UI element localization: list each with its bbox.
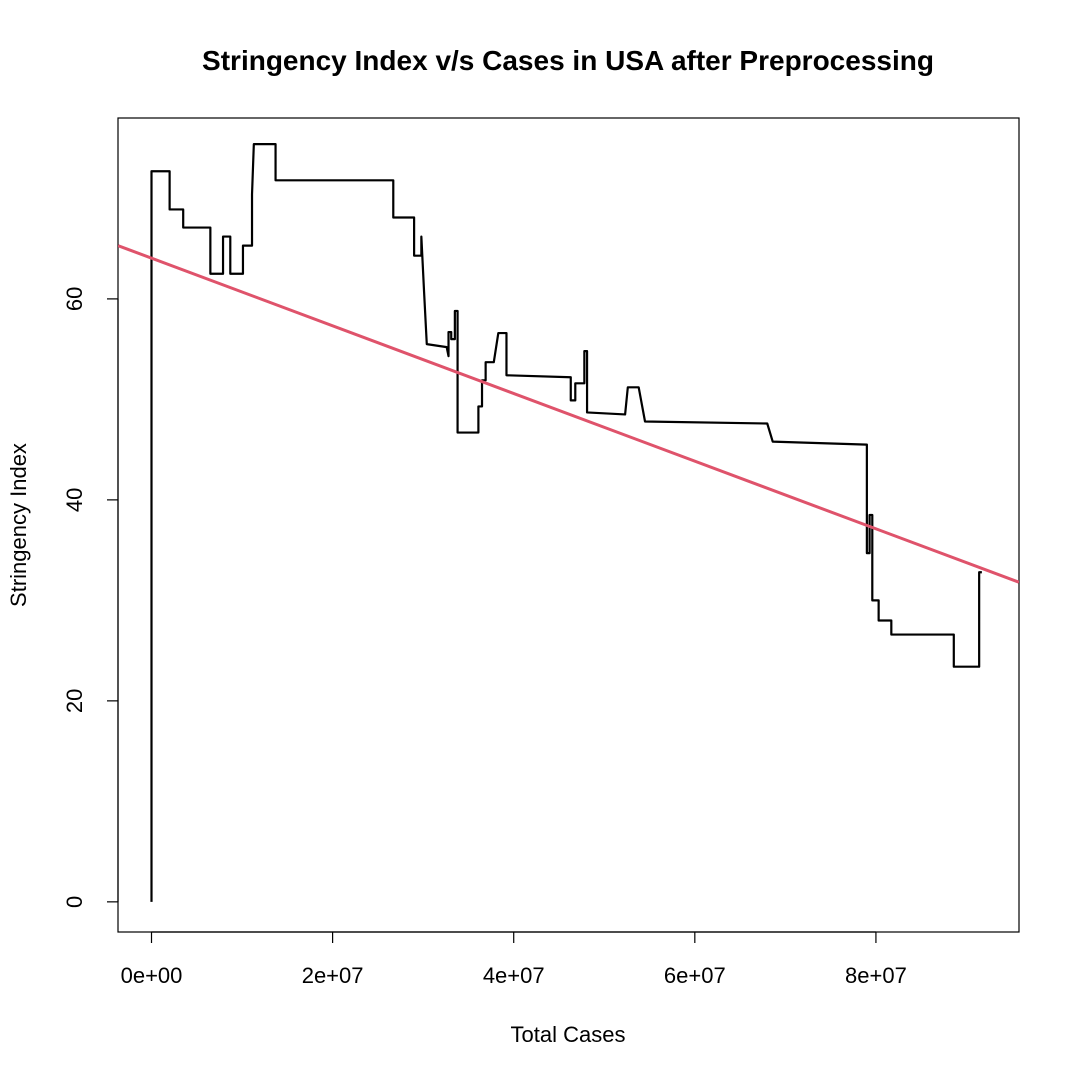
- x-axis-label: Total Cases: [511, 1022, 626, 1047]
- series-line-trend: [118, 244, 1019, 584]
- y-tick-label: 60: [62, 287, 87, 311]
- y-axis: 0 20 40 60: [62, 287, 119, 908]
- x-tick-label: 2e+07: [302, 963, 364, 988]
- series-layer: [118, 143, 1019, 902]
- plot-frame: [117, 117, 1020, 933]
- y-tick-label: 40: [62, 488, 87, 512]
- series-line-stringency: [150, 143, 982, 902]
- x-tick-label: 4e+07: [483, 963, 545, 988]
- y-tick-label: 0: [62, 896, 87, 908]
- y-axis-label: Stringency Index: [6, 443, 31, 607]
- x-tick-label: 6e+07: [664, 963, 726, 988]
- x-tick-label: 8e+07: [845, 963, 907, 988]
- y-tick-label: 20: [62, 689, 87, 713]
- x-tick-label: 0e+00: [121, 963, 183, 988]
- chart-title: Stringency Index v/s Cases in USA after …: [202, 45, 934, 76]
- x-axis: 0e+00 2e+07 4e+07 6e+07 8e+07: [121, 931, 907, 988]
